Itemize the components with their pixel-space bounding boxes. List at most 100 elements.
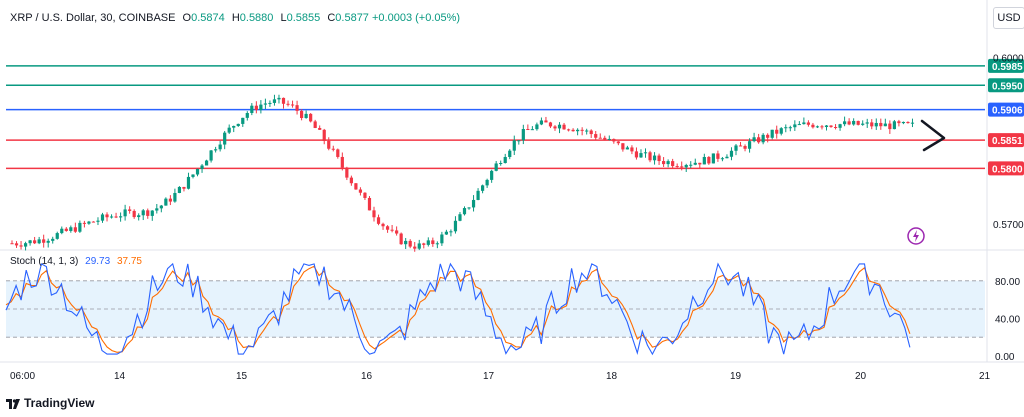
candle-body <box>191 174 195 177</box>
candle-body <box>548 122 553 127</box>
candle-body <box>173 192 177 202</box>
candle-body <box>100 214 105 221</box>
candle-body <box>141 210 145 216</box>
candle-body <box>204 160 209 166</box>
candle-body <box>69 227 73 231</box>
close-label: C <box>327 12 336 24</box>
candle-body <box>553 126 557 129</box>
footer-brand: TradingView <box>24 396 95 410</box>
candle-body <box>770 129 774 138</box>
level-price-tag <box>988 161 1024 176</box>
candle-body <box>195 168 200 175</box>
candle-body <box>802 122 806 125</box>
candle-body <box>467 207 471 209</box>
candle-body <box>182 186 186 189</box>
candle-body <box>838 124 842 128</box>
lightning-icon[interactable] <box>907 227 925 245</box>
stoch-name[interactable]: Stoch (14, 1, 3) <box>10 256 79 267</box>
candle-body <box>693 162 697 165</box>
candle-body <box>738 145 743 147</box>
candle-body <box>775 129 779 134</box>
candle-body <box>793 124 797 128</box>
candle-body <box>471 199 476 208</box>
currency-button[interactable]: USD <box>993 7 1024 29</box>
time-axis-label: 20 <box>855 371 867 382</box>
candle-body <box>761 134 765 143</box>
candle-body <box>897 121 901 124</box>
candle-body <box>290 104 295 106</box>
candle-body <box>539 120 544 125</box>
candle-body <box>757 137 761 143</box>
candle-body <box>408 240 412 247</box>
candle-body <box>209 150 213 161</box>
candle-body <box>159 205 163 209</box>
candle-body <box>521 129 525 141</box>
candle-body <box>865 122 869 124</box>
stoch-axis-tick: 40.00 <box>995 314 1020 325</box>
candle-body <box>404 240 408 245</box>
candle-body <box>10 243 14 245</box>
candle-body <box>146 210 150 216</box>
candle-body <box>96 220 100 222</box>
stoch-axis-tick: 0.00 <box>995 352 1015 363</box>
symbol-title[interactable]: XRP / U.S. Dollar, 30, COINBASE <box>10 12 176 24</box>
change-value: +0.0003 (+0.05%) <box>372 12 461 24</box>
candle-body <box>666 161 670 165</box>
time-axis-label: 15 <box>236 371 248 382</box>
candle-body <box>462 208 467 215</box>
candle-body <box>390 229 394 231</box>
high-label: H <box>231 12 240 24</box>
stochastic-lines <box>5 262 911 356</box>
candle-body <box>87 221 91 224</box>
tradingview-logo[interactable]: TradingView <box>6 396 94 410</box>
candle-body <box>589 130 593 135</box>
candle-body <box>55 233 59 239</box>
candle-body <box>413 246 417 249</box>
candle-body <box>354 183 358 190</box>
candle-body <box>707 156 711 164</box>
candle-body <box>218 144 222 150</box>
candle-body <box>544 120 548 123</box>
candle-body <box>177 186 182 193</box>
price-axis-tick: 0.6000 <box>993 54 1024 65</box>
candle-body <box>508 150 512 157</box>
candle-body <box>888 123 892 130</box>
candle-body <box>105 214 109 218</box>
price-axis-tick: 0.5700 <box>993 220 1024 231</box>
candle-body <box>571 129 575 132</box>
candle-body <box>852 120 856 125</box>
candle-body <box>349 177 353 184</box>
candle-body <box>725 156 729 159</box>
candle-body <box>340 156 344 168</box>
candle-body <box>684 164 688 168</box>
candle-body <box>385 226 390 230</box>
low-value: 0.5855 <box>286 12 321 24</box>
candle-body <box>512 140 516 151</box>
candle-body <box>14 243 19 246</box>
candle-body <box>824 125 829 128</box>
candle-body <box>263 103 267 105</box>
stoch-band <box>6 280 985 338</box>
candle-body <box>734 145 738 151</box>
level-price-label: 0.5851 <box>992 136 1023 147</box>
level-price-label: 0.5950 <box>992 81 1023 92</box>
candle-body <box>322 129 326 141</box>
open-value: 0.5874 <box>191 12 225 24</box>
candle-body <box>223 132 227 145</box>
candle-body <box>137 215 141 218</box>
candle-body <box>652 155 657 161</box>
candle-body <box>494 163 498 171</box>
candle-body <box>766 134 770 138</box>
candle-body <box>847 121 851 125</box>
candle-body <box>784 127 788 129</box>
candle-body <box>453 220 458 232</box>
candle-body <box>576 129 580 132</box>
candle-body <box>268 102 272 104</box>
candle-body <box>33 240 37 244</box>
candle-body <box>132 210 136 218</box>
chevron-right-arrow-icon <box>920 119 946 152</box>
level-price-label: 0.5906 <box>992 106 1023 117</box>
candle-body <box>901 121 906 124</box>
